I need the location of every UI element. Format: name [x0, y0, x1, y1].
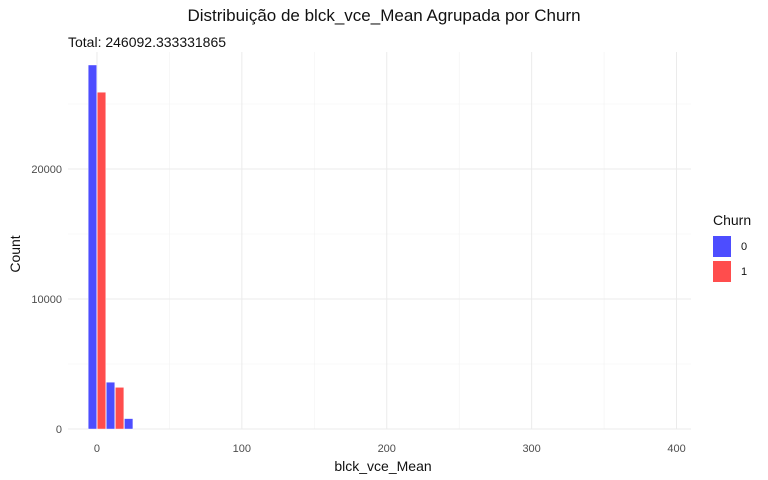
legend-title: Churn	[713, 212, 752, 228]
chart-title: Distribuição de blck_vce_Mean Agrupada p…	[187, 6, 581, 25]
x-tick-label: 200	[378, 443, 396, 455]
y-tick-labels: 0 10000 20000	[31, 164, 62, 436]
y-tick-label: 0	[56, 424, 62, 436]
legend-label-1: 1	[741, 265, 748, 278]
legend: Churn 0 1	[713, 212, 751, 284]
legend-item-1: 1	[713, 259, 751, 284]
x-tick-label: 300	[522, 443, 540, 455]
x-tick-label: 400	[667, 443, 685, 455]
legend-key-1	[713, 261, 731, 282]
y-axis-title: Count	[7, 235, 23, 272]
x-tick-label: 100	[233, 443, 251, 455]
bar-churn-1	[115, 387, 125, 430]
bar-churn-0	[88, 64, 97, 430]
bars-group	[88, 64, 134, 430]
chart-subtitle: Total: 246092.333331865	[68, 34, 227, 50]
x-tick-labels: 0 100 200 300 400	[94, 443, 686, 455]
y-tick-label: 10000	[31, 294, 62, 306]
legend-key-0	[713, 236, 731, 257]
x-tick-label: 0	[94, 443, 100, 455]
grid-lines	[68, 52, 691, 430]
legend-item-0: 0	[713, 234, 751, 259]
y-tick-label: 20000	[31, 164, 62, 176]
x-axis-title: blck_vce_Mean	[334, 458, 431, 474]
bar-churn-0	[106, 382, 115, 430]
legend-label-0: 0	[741, 240, 748, 253]
bar-churn-0	[124, 418, 134, 430]
bar-churn-1	[97, 92, 106, 430]
